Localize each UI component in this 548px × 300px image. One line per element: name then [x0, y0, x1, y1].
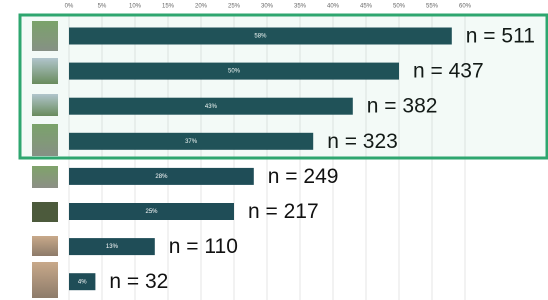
- x-tick-label: 60%: [459, 4, 472, 10]
- thumbnail: [32, 262, 58, 298]
- thumbnail: [32, 202, 58, 222]
- x-tick-label: 30%: [261, 4, 274, 10]
- value-label: 25%: [145, 209, 158, 215]
- x-tick-label: 50%: [393, 4, 406, 10]
- x-tick-label: 45%: [360, 4, 373, 10]
- count-label: n = 217: [248, 200, 319, 223]
- x-tick-label: 0%: [65, 4, 74, 10]
- plot: 0%5%10%15%20%25%30%35%40%45%50%55%60%58%…: [20, 4, 547, 300]
- thumbnail: [32, 166, 58, 188]
- x-tick-label: 10%: [129, 4, 142, 10]
- x-tick-label: 55%: [426, 4, 439, 10]
- x-tick-label: 40%: [327, 4, 340, 10]
- x-tick-label: 25%: [228, 4, 241, 10]
- count-label: n = 110: [169, 235, 238, 258]
- thumbnail: [32, 236, 58, 256]
- highlight-box: [20, 15, 547, 158]
- count-label: n = 249: [268, 165, 339, 188]
- chart: 0%5%10%15%20%25%30%35%40%45%50%55%60%58%…: [0, 0, 548, 300]
- x-tick-label: 5%: [98, 4, 107, 10]
- x-tick-label: 15%: [162, 4, 175, 10]
- value-label: 13%: [106, 244, 119, 250]
- x-tick-label: 35%: [294, 4, 307, 10]
- value-label: 28%: [155, 174, 168, 180]
- x-tick-label: 20%: [195, 4, 208, 10]
- count-label: n = 32: [109, 270, 168, 293]
- value-label: 4%: [78, 279, 87, 285]
